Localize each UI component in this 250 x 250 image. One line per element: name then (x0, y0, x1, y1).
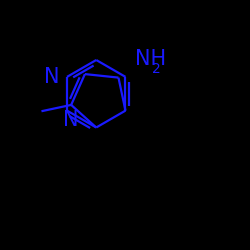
Text: N: N (64, 110, 79, 130)
Text: NH: NH (136, 50, 166, 69)
Text: 2: 2 (152, 62, 160, 76)
Text: N: N (44, 67, 60, 87)
